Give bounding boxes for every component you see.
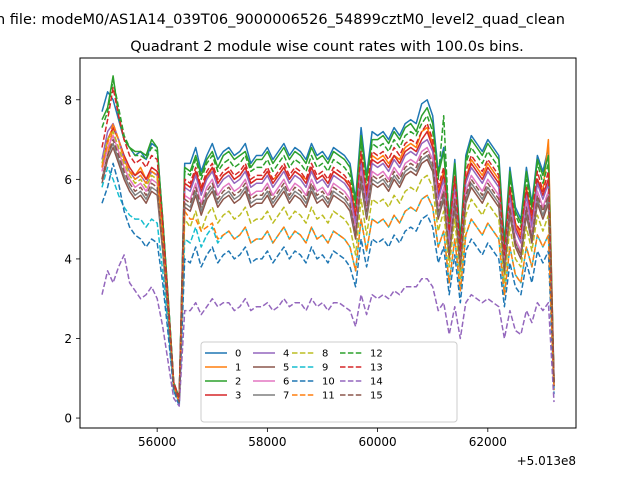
legend-box [200,341,458,423]
legend-label-13: 13 [370,363,383,374]
figure-suptitle: n file: modeM0/AS1A14_039T06_9000006526_… [0,12,565,28]
x-offset-label: +5.013e8 [517,454,576,468]
legend-label-6: 6 [283,377,289,388]
y-tick-label-4: 8 [64,93,72,107]
plot-frame [79,57,577,429]
legend-label-0: 0 [235,349,241,360]
y-tick-label-2: 4 [64,252,72,266]
series-line-10 [101,162,555,407]
legend-label-12: 12 [370,349,383,360]
x-tick-label-1: 58000 [248,435,286,449]
legend-label-15: 15 [370,391,383,402]
series-line-14 [101,254,555,407]
x-tick-label-2: 60000 [359,435,397,449]
series-line-15 [101,138,555,403]
legend-label-10: 10 [322,377,335,388]
legend-label-9: 9 [322,363,328,374]
legend-label-4: 4 [283,349,289,360]
x-tick-label-3: 62000 [469,435,507,449]
x-axis: 56000 58000 60000 62000 [138,428,507,449]
series-line-8 [101,130,555,403]
legend-label-3: 3 [235,391,241,402]
legend-label-11: 11 [322,391,335,402]
y-tick-label-0: 0 [64,412,72,426]
legend-label-7: 7 [283,391,289,402]
legend-label-1: 1 [235,363,241,374]
legend-label-8: 8 [322,349,328,360]
plot-lines [101,75,555,407]
y-tick-label-3: 6 [64,173,72,187]
y-tick-label-1: 2 [64,332,72,346]
x-tick-label-0: 56000 [138,435,176,449]
y-axis: 0 2 4 6 8 [64,93,80,426]
legend-label-5: 5 [283,363,289,374]
legend-label-14: 14 [370,377,383,388]
legend-label-2: 2 [235,377,241,388]
series-line-13 [101,87,555,399]
chart-title: Quadrant 2 module wise count rates with … [130,39,524,55]
